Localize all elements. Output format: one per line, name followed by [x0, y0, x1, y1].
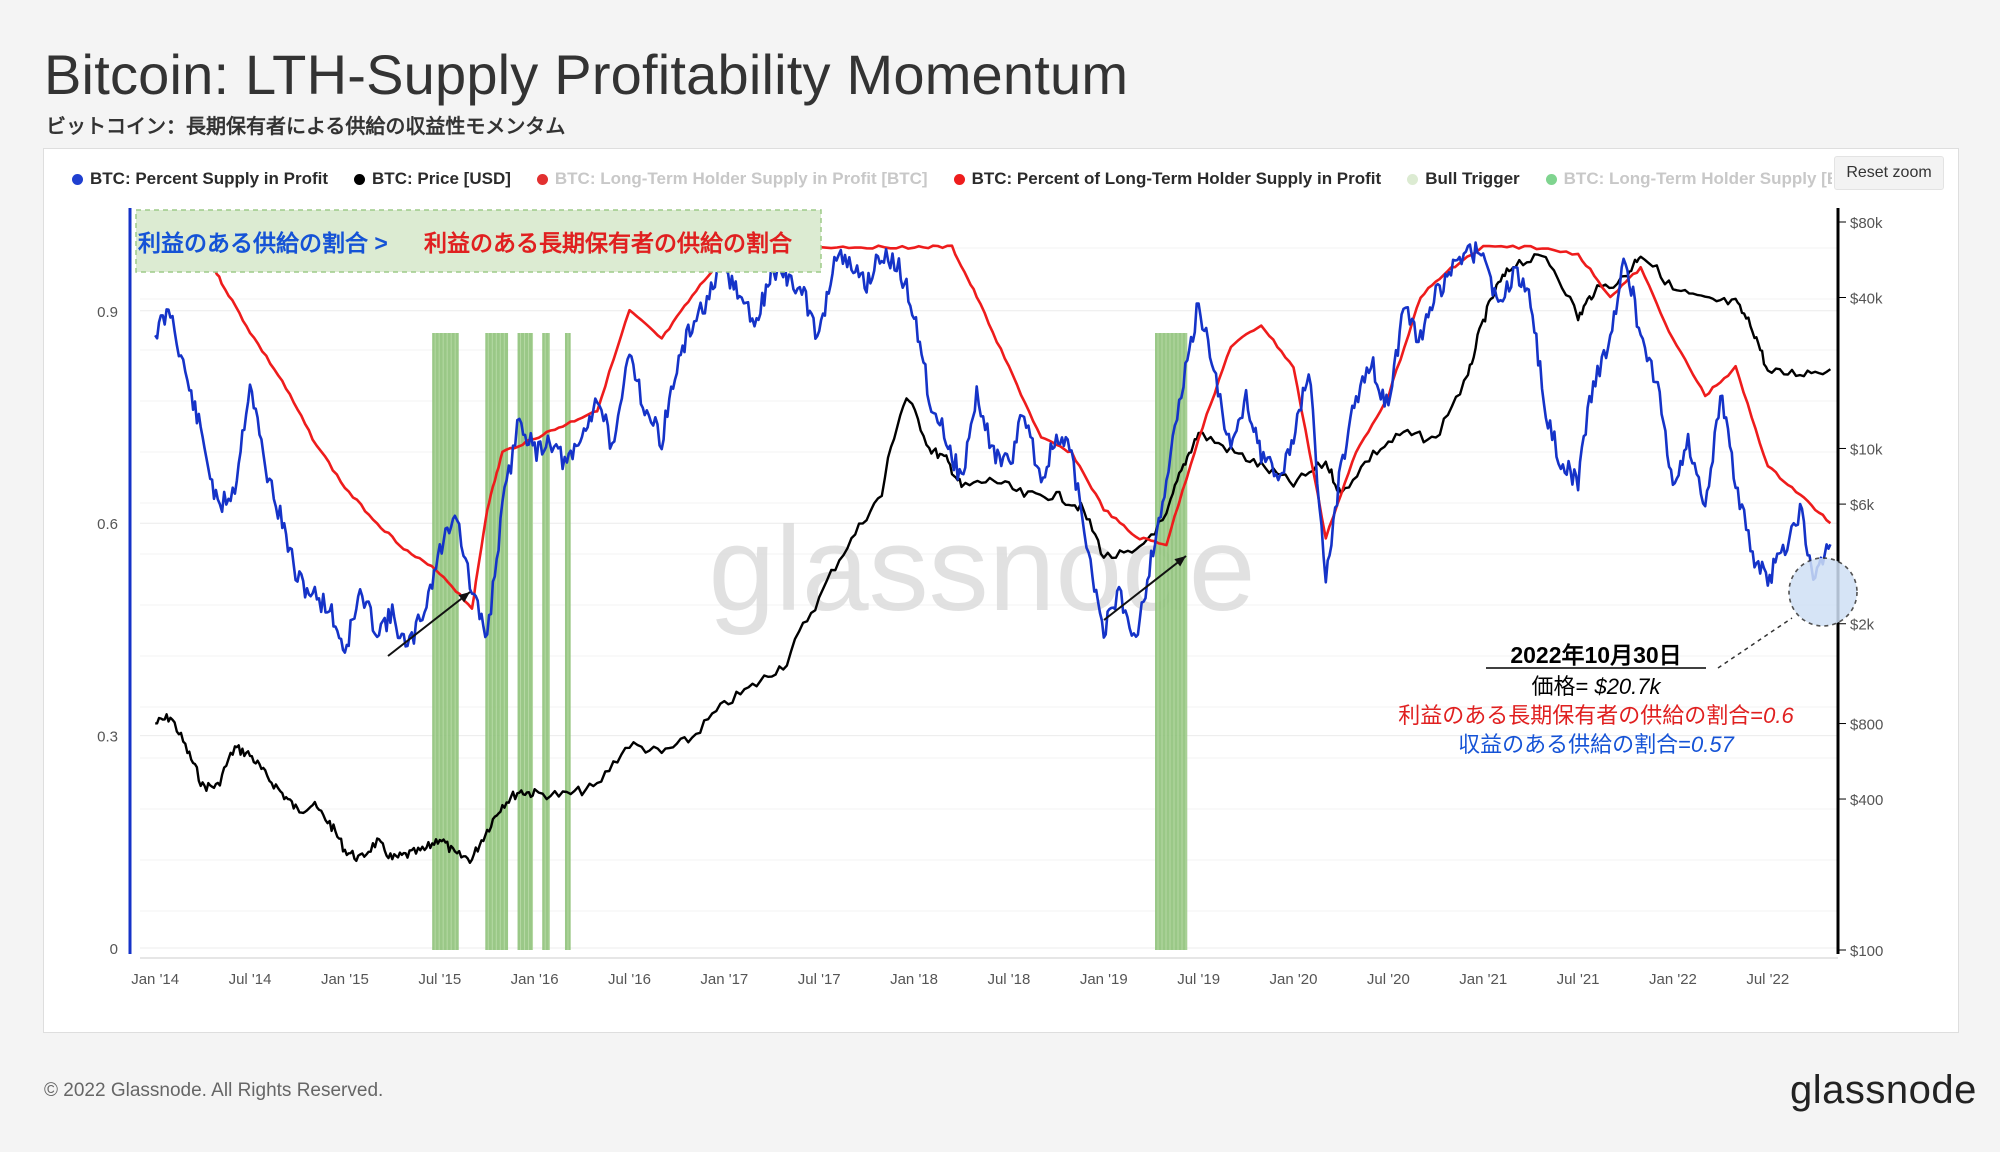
bull-trigger-band: [432, 333, 459, 950]
bull-trigger-band: [1155, 333, 1188, 950]
page-subtitle: ビットコイン：長期保有者による供給の収益性モメンタム: [46, 116, 566, 138]
annotations: 利益のある供給の割合 > 利益のある長期保有者の供給の割合 2022年10月30日価…: [135, 209, 1858, 757]
arrowhead-icon: [1174, 556, 1186, 567]
callout-date: 2022年10月30日: [1510, 642, 1681, 668]
x-tick-label: Jan '18: [890, 971, 938, 988]
bull-trigger-band: [542, 333, 550, 950]
x-tick-label: Jan '16: [511, 971, 559, 988]
x-tick-label: Jan '15: [321, 971, 369, 988]
y-right-tick-label: $2k: [1850, 617, 1875, 634]
arrow-shaft: [387, 591, 471, 657]
legend-label: BTC: Long-Term Holder Supply [BTC: [1563, 169, 1832, 188]
axes: 0 0.3 0.6 0.9 $100 $400 $800 $2k $6k $10k $40k $80k…: [97, 208, 1883, 988]
legend-label: Bull Trigger: [1425, 169, 1520, 188]
y-right-tick-label: $40k: [1850, 290, 1883, 307]
x-tick-label: Jul '14: [229, 971, 272, 988]
legend-item-0[interactable]: BTC: Percent Supply in Profit: [72, 164, 328, 194]
bull-trigger-bands: [432, 333, 1188, 950]
arrowhead-icon: [458, 592, 470, 603]
legend-dot-icon: [1545, 173, 1557, 185]
annotation-box: [135, 209, 822, 273]
chart-panel: [43, 148, 1959, 1033]
trend-arrow-2015: [387, 591, 471, 657]
x-tick-label: Jul '15: [418, 971, 461, 988]
bull-trigger-band: [485, 333, 509, 950]
supply-in-profit-line: [154, 241, 1832, 654]
callout-supply-ratio: 収益のある供給の割合=0.57: [1458, 732, 1734, 757]
callout-price: 価格= $20.7k: [1531, 674, 1661, 699]
y-left-tick-label: 0.6: [97, 516, 118, 533]
bull-trigger-band: [564, 333, 571, 950]
y-right-tick-label: $800: [1850, 717, 1883, 734]
x-tick-label: Jul '18: [987, 971, 1030, 988]
legend-item-2[interactable]: BTC: Long-Term Holder Supply in Profit […: [536, 164, 928, 194]
page-title: Bitcoin: LTH-Supply Profitability Moment…: [44, 43, 1129, 106]
y-right-tick-label: $100: [1850, 943, 1883, 960]
x-tick-label: Jan '21: [1459, 971, 1507, 988]
y-left-tick-label: 0.9: [97, 304, 118, 321]
x-tick-label: Jul '19: [1177, 971, 1220, 988]
legend-dot-icon: [953, 173, 965, 185]
annotation-red-text: 利益のある長期保有者の供給の割合: [424, 230, 793, 256]
callout-circle: [1788, 557, 1858, 627]
callout-leader-line: [1717, 617, 1793, 669]
y-left-tick-label: 0.3: [97, 729, 118, 746]
annotation-blue-text: 利益のある供給の割合 >: [138, 230, 388, 256]
bull-trigger-band: [517, 333, 534, 950]
legend-item-3[interactable]: BTC: Percent of Long-Term Holder Supply …: [953, 164, 1382, 194]
y-right-tick-label: $80k: [1850, 215, 1883, 232]
reset-zoom-button[interactable]: Reset zoom: [1834, 156, 1944, 190]
y-right-tick-label: $400: [1850, 792, 1883, 809]
legend-dot-icon: [72, 173, 83, 185]
legend-dot-icon: [536, 173, 548, 185]
legend-item-1[interactable]: BTC: Price [USD]: [354, 164, 511, 194]
legend-label: BTC: Long-Term Holder Supply in Profit […: [554, 169, 928, 188]
legend-dot-icon: [354, 173, 366, 185]
callout-lth-ratio: 利益のある長期保有者の供給の割合=0.6: [1398, 703, 1794, 728]
x-tick-label: Jul '21: [1557, 971, 1600, 988]
bull-trigger-rect: [517, 333, 533, 950]
legend-item-4[interactable]: Bull Trigger: [1407, 164, 1520, 194]
arrow-shaft: [1103, 555, 1187, 621]
y-right-tick-label: $6k: [1850, 497, 1875, 514]
grid-lines: [140, 247, 1838, 949]
x-tick-label: Jul '20: [1367, 971, 1410, 988]
x-tick-label: Jul '16: [608, 971, 651, 988]
x-tick-label: Jan '20: [1270, 971, 1318, 988]
bull-trigger-rect: [432, 333, 459, 950]
x-tick-label: Jan '19: [1080, 971, 1128, 988]
legend-item-5[interactable]: BTC: Long-Term Holder Supply [BTC: [1545, 164, 1832, 194]
legend-label: BTC: Percent Supply in Profit: [90, 169, 329, 188]
copyright-footer: © 2022 Glassnode. All Rights Reserved.: [44, 1080, 384, 1101]
legend-label: BTC: Price [USD]: [372, 169, 511, 188]
chart-legend: BTC: Percent Supply in Profit BTC: Price …: [72, 164, 1832, 194]
y-right-tick-label: $10k: [1850, 441, 1883, 458]
x-tick-label: Jan '17: [700, 971, 748, 988]
brand-logo-text: glassnode: [1790, 1068, 1977, 1112]
bull-trigger-rect: [542, 333, 550, 950]
y-left-tick-label: 0: [110, 941, 118, 958]
series-lines: [154, 241, 1832, 864]
trend-arrow-2019: [1103, 555, 1187, 621]
x-tick-label: Jul '17: [798, 971, 841, 988]
x-tick-label: Jan '22: [1649, 971, 1697, 988]
legend-label: BTC: Percent of Long-Term Holder Supply …: [971, 169, 1382, 188]
x-tick-label: Jul '22: [1746, 971, 1789, 988]
legend-dot-icon: [1407, 173, 1419, 185]
lth-supply-profit-line: [155, 244, 1832, 610]
x-tick-label: Jan '14: [131, 971, 179, 988]
